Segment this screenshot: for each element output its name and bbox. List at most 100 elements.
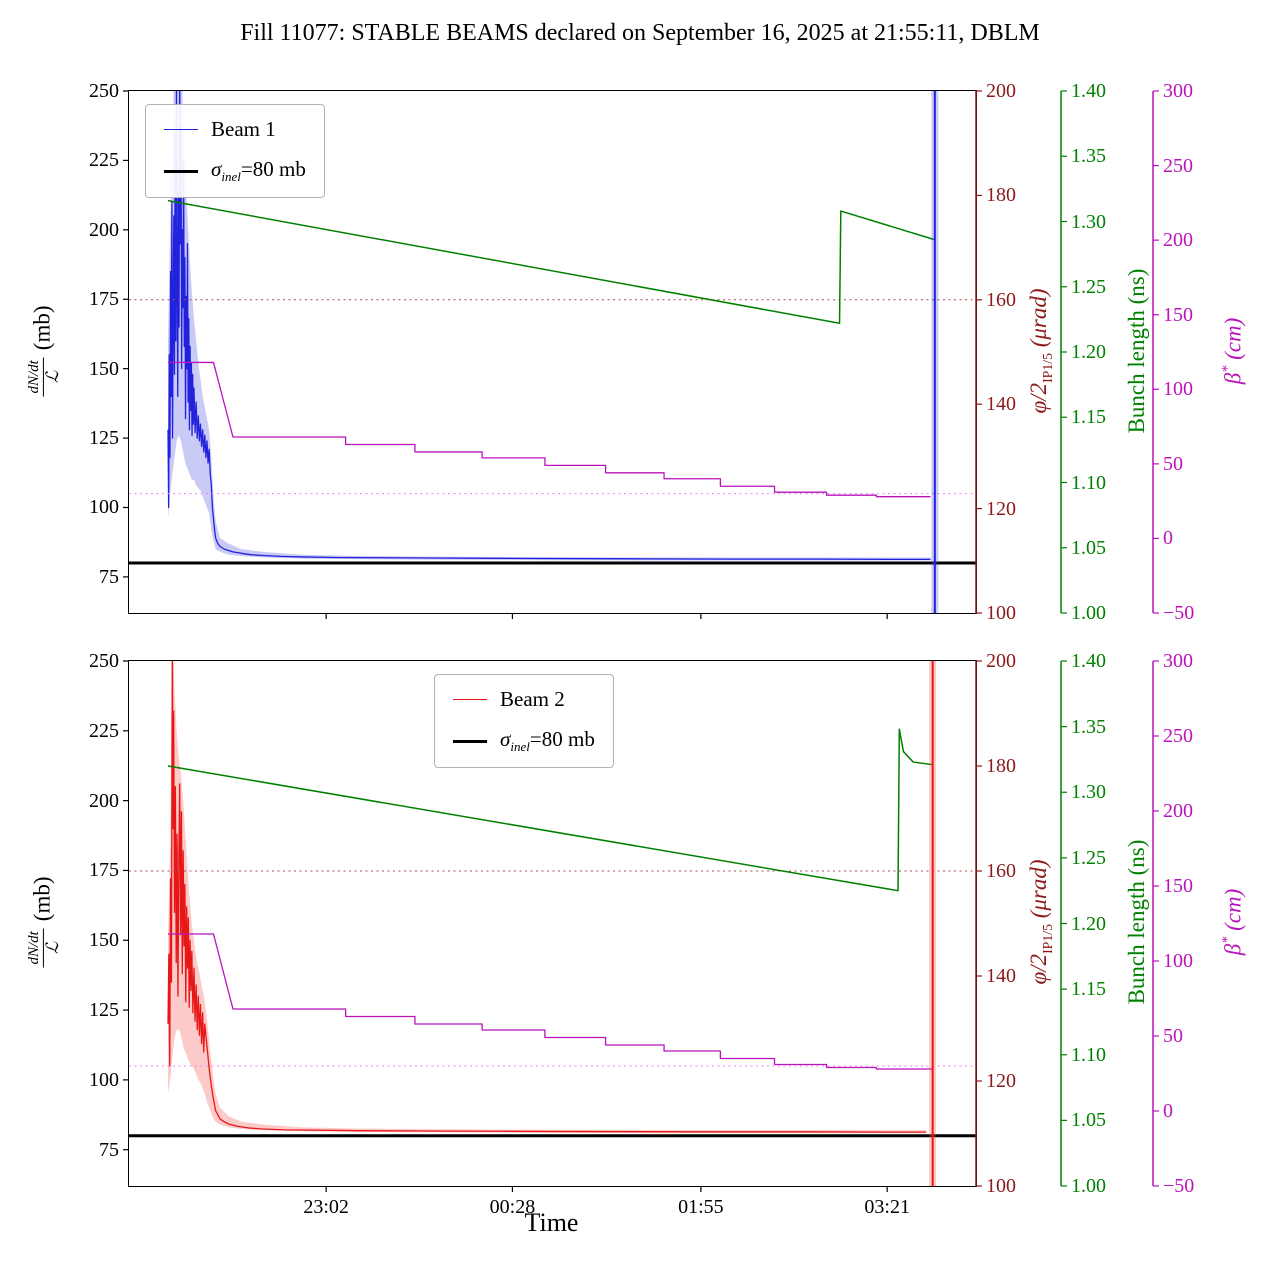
angle-tick-label: 200 <box>986 80 1016 102</box>
beta-tick-label: 100 <box>1163 950 1193 972</box>
bunch-tick-label: 1.30 <box>1071 210 1106 233</box>
left-tick-label: 250 <box>89 650 119 672</box>
bunch-length-axis-title: Bunch length (ns) <box>1124 839 1149 1005</box>
legend-item-beam1: Beam 1 <box>164 117 306 142</box>
bunch-length-line <box>167 728 933 892</box>
crossing-angle-axis-title: φ/2IP1/5 (μrad) <box>1026 859 1055 985</box>
beta-tick-label: 50 <box>1163 452 1183 475</box>
bunch-tick-label: 1.40 <box>1071 650 1106 672</box>
bunch-tick-label: 1.20 <box>1071 341 1106 363</box>
beta-star-line <box>167 361 931 498</box>
angle-tick-label: 160 <box>986 288 1016 311</box>
beta-tick-label: 0 <box>1163 1100 1173 1122</box>
bunch-tick-label: 1.05 <box>1071 1109 1106 1132</box>
bunch-tick-label: 1.30 <box>1071 781 1106 804</box>
left-tick-label: 75 <box>99 565 119 588</box>
beam2-line-sample <box>453 699 487 700</box>
beta-tick-label: 250 <box>1163 154 1193 177</box>
bunch-tick-label: 1.40 <box>1071 80 1106 102</box>
bunch-tick-label: 1.05 <box>1071 536 1106 559</box>
legend-item-beam2: Beam 2 <box>453 687 595 712</box>
beta-tick-label: 300 <box>1163 650 1193 672</box>
plot-panel-beam2: Beam 2 σinel=80 mb 75 100 125 150 175 200 225 2… <box>89 650 1194 1218</box>
beam2-line <box>167 661 927 1133</box>
x-tick-label: 01:55 <box>678 1196 724 1218</box>
plot-title: Fill 11077: STABLE BEAMS declared on Sep… <box>240 20 1040 46</box>
beta-tick-label: 100 <box>1163 378 1193 401</box>
bunch-tick-label: 1.00 <box>1071 1175 1106 1197</box>
legend-item-sigma: σinel=80 mb <box>453 727 595 755</box>
angle-tick-label: 120 <box>986 497 1016 520</box>
legend-beam1: Beam 1 σinel=80 mb <box>145 104 325 199</box>
left-tick-label: 150 <box>89 929 119 952</box>
bunch-tick-label: 1.35 <box>1071 715 1106 738</box>
beta-tick-label: −50 <box>1163 602 1195 624</box>
angle-tick-label: 140 <box>986 965 1016 987</box>
angle-tick-label: 100 <box>986 1175 1016 1197</box>
beta-star-line <box>167 933 933 1070</box>
bunch-tick-label: 1.15 <box>1071 406 1106 429</box>
left-axis-title: dN/dt ℒ (mb) <box>25 876 62 968</box>
crossing-angle-axis-title: φ/2IP1/5 (μrad) <box>1026 288 1055 414</box>
left-tick-label: 75 <box>99 1138 119 1161</box>
dndt-fraction: dN/dt ℒ <box>25 357 62 397</box>
beta-tick-label: −50 <box>1163 1175 1195 1197</box>
left-tick-label: 250 <box>89 80 119 102</box>
beta-tick-label: 50 <box>1163 1025 1183 1047</box>
bunch-tick-label: 1.35 <box>1071 145 1106 168</box>
plot-canvas-beam1 <box>123 90 1159 619</box>
angle-tick-label: 120 <box>986 1070 1016 1092</box>
x-tick-label: 00:28 <box>489 1196 536 1218</box>
left-tick-label: 200 <box>89 789 119 812</box>
plot-panel-beam1: Beam 1 σinel=80 mb 75 100 125 150 175 200 225 2… <box>89 80 1194 624</box>
x-axis-title: Time <box>524 1208 579 1237</box>
angle-tick-label: 200 <box>986 650 1016 672</box>
left-tick-label: 125 <box>89 427 119 450</box>
beam1-line-sample <box>164 129 198 130</box>
beta-tick-label: 250 <box>1163 725 1193 747</box>
bunch-tick-label: 1.15 <box>1071 978 1106 1001</box>
bunch-tick-label: 1.25 <box>1071 846 1106 869</box>
bunch-tick-label: 1.10 <box>1071 1043 1106 1066</box>
legend-item-sigma: σinel=80 mb <box>164 157 306 185</box>
sigma-line-sample <box>453 739 487 743</box>
left-tick-label: 225 <box>89 149 119 172</box>
left-tick-label: 125 <box>89 999 119 1022</box>
left-tick-label: 150 <box>89 357 119 380</box>
left-tick-label: 200 <box>89 218 119 241</box>
x-tick-label: 03:21 <box>864 1196 910 1218</box>
dndt-fraction: dN/dt ℒ <box>25 928 62 968</box>
legend-label-beam1: Beam 1 <box>211 117 276 141</box>
left-tick-label: 100 <box>89 496 119 519</box>
beta-star-axis-title: β* (cm) <box>1219 888 1246 956</box>
sigma-line-sample <box>164 169 198 173</box>
left-tick-label: 225 <box>89 719 119 742</box>
angle-tick-label: 100 <box>986 602 1016 624</box>
beta-star-axis-title: β* (cm) <box>1219 317 1246 385</box>
beta-tick-label: 150 <box>1163 875 1193 897</box>
angle-tick-label: 180 <box>986 184 1016 207</box>
beta-tick-label: 150 <box>1163 303 1193 326</box>
bunch-tick-label: 1.25 <box>1071 275 1106 298</box>
bunch-tick-label: 1.10 <box>1071 471 1106 494</box>
angle-tick-label: 180 <box>986 755 1016 777</box>
plot-canvas-beam2 <box>123 660 1159 1192</box>
angle-tick-label: 160 <box>986 860 1016 882</box>
bunch-tick-label: 1.00 <box>1071 602 1106 624</box>
beta-tick-label: 200 <box>1163 800 1193 822</box>
bunch-tick-label: 1.20 <box>1071 912 1106 935</box>
left-tick-label: 175 <box>89 859 119 882</box>
legend-label-beam2: Beam 2 <box>500 687 565 711</box>
legend-beam2: Beam 2 σinel=80 mb <box>434 674 614 769</box>
beta-tick-label: 0 <box>1163 527 1173 550</box>
left-axis-title: dN/dt ℒ (mb) <box>25 305 62 397</box>
x-tick-label: 23:02 <box>303 1196 349 1218</box>
left-tick-label: 100 <box>89 1068 119 1091</box>
legend-label-sigma: σinel=80 mb <box>500 727 595 755</box>
beta-tick-label: 300 <box>1163 80 1193 102</box>
left-tick-label: 175 <box>89 288 119 311</box>
beta-tick-label: 200 <box>1163 229 1193 252</box>
angle-tick-label: 140 <box>986 393 1016 416</box>
bunch-length-line <box>167 199 936 325</box>
legend-label-sigma: σinel=80 mb <box>211 157 306 185</box>
